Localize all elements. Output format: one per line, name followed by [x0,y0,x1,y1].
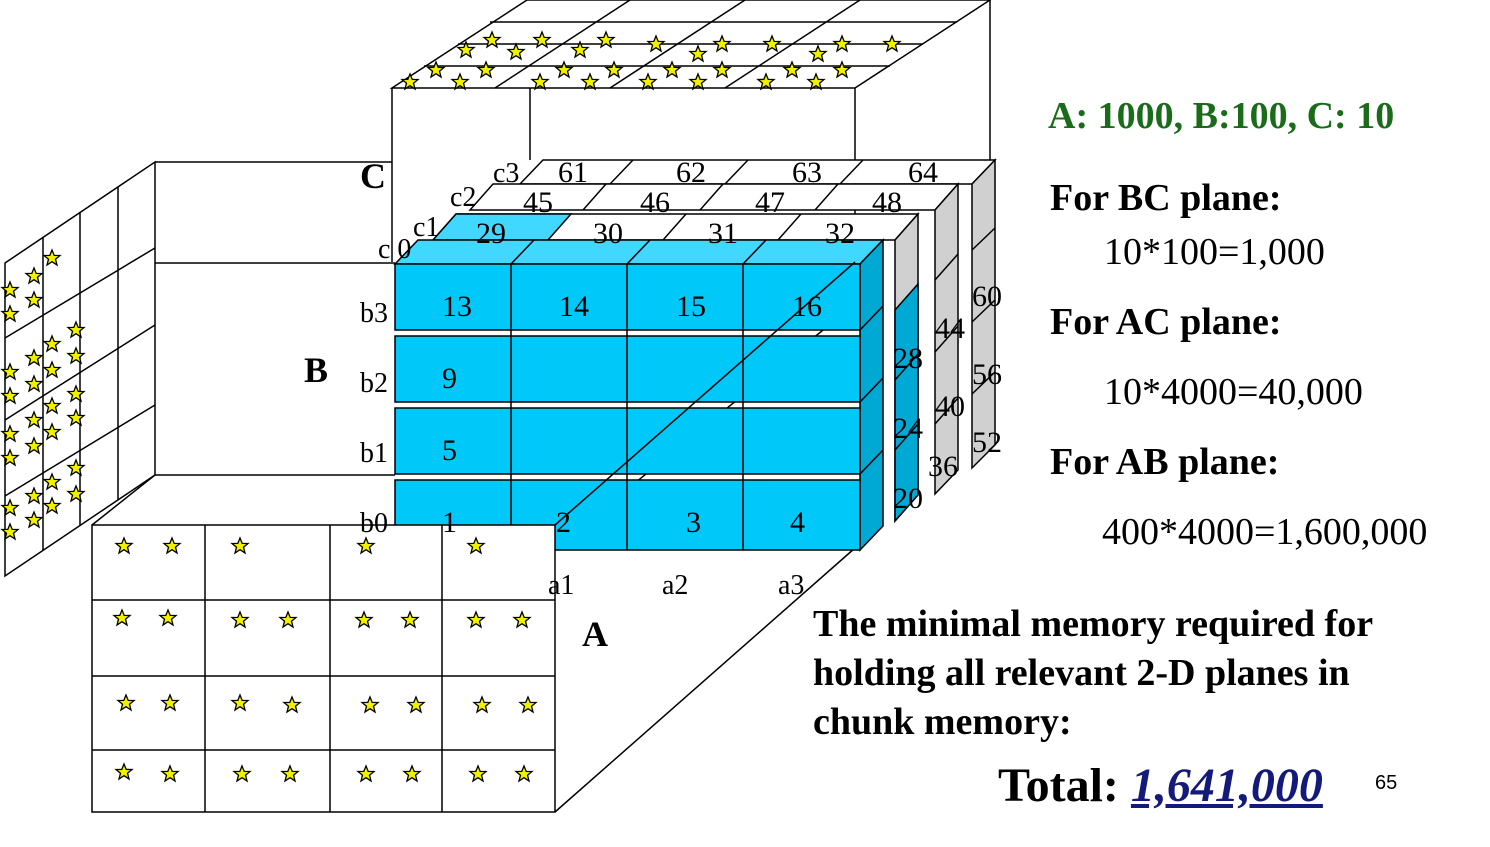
dimension-sizes: A: 1000, B:100, C: 10 [1048,95,1395,137]
ab-plane [91,524,556,813]
c-label-1: c1 [413,212,439,243]
c-label-2: c2 [450,182,476,213]
chunk-15: 15 [676,290,706,323]
chunk-46: 46 [640,186,670,219]
chunk-48: 48 [872,186,902,219]
chunk-31: 31 [708,217,738,250]
diagram-labels: C B A c3 c2 c1 c 0 b3 b2 b1 b0 a1 a2 a3 … [304,156,1002,654]
chunk-45: 45 [523,186,553,219]
chunk-47: 47 [755,186,785,219]
chunk-32: 32 [825,217,855,250]
front-chunk-block [393,238,885,552]
b-label-1: b1 [360,438,388,469]
chunk-56: 56 [972,358,1002,391]
chunk-2: 2 [556,506,571,539]
chunk-44: 44 [935,312,965,345]
chunk-52: 52 [972,426,1002,459]
dimension-label-c: C [360,156,386,196]
chunk-24: 24 [893,412,923,445]
a-label-1: a1 [548,570,574,601]
bc-plane [1,160,156,578]
chunk-61: 61 [558,156,588,189]
a-label-2: a2 [662,570,688,601]
chunk-63: 63 [792,156,822,189]
chunk-64: 64 [908,156,938,189]
total-line: Total: 1,641,000 [998,758,1323,813]
chunk-60: 60 [972,280,1002,313]
chunk-20: 20 [893,482,923,515]
b-label-3: b3 [360,298,388,329]
chunk-16: 16 [792,290,822,323]
ab-plane-heading: For AB plane: [1050,441,1280,483]
chunk-36: 36 [928,450,958,483]
ab-plane-value: 400*4000=1,600,000 [1102,511,1428,553]
c-label-3: c3 [493,158,519,189]
chunk-5: 5 [442,434,457,467]
b-label-0: b0 [360,508,388,539]
chunk-40: 40 [935,390,965,423]
bc-plane-value: 10*100=1,000 [1104,231,1325,273]
chunk-14: 14 [559,290,589,323]
chunk-30: 30 [593,217,623,250]
b-label-2: b2 [360,368,388,399]
chunk-62: 62 [676,156,706,189]
ac-plane-value: 10*4000=40,000 [1104,371,1363,413]
layer-c2 [468,182,960,496]
dimension-label-a: A [582,614,608,654]
total-value: 1,641,000 [1130,759,1323,812]
dimension-label-b: B [304,350,328,390]
page-number: 65 [1375,772,1398,794]
layer-c1 [431,212,920,523]
chunk-13: 13 [442,290,472,323]
chunk-28: 28 [893,342,923,375]
c-label-0: c 0 [378,234,411,265]
chunk-4: 4 [790,506,805,539]
total-label: Total: [998,759,1119,812]
ac-plane [389,0,992,262]
chunk-1: 1 [442,506,457,539]
bc-plane-heading: For BC plane: [1050,177,1282,219]
a-label-3: a3 [778,570,804,601]
chunk-9: 9 [442,362,457,395]
memory-note: The minimal memory required for holding … [813,603,1373,743]
chunk-3: 3 [686,506,701,539]
ac-plane-heading: For AC plane: [1050,301,1282,343]
chunk-29: 29 [476,217,506,250]
